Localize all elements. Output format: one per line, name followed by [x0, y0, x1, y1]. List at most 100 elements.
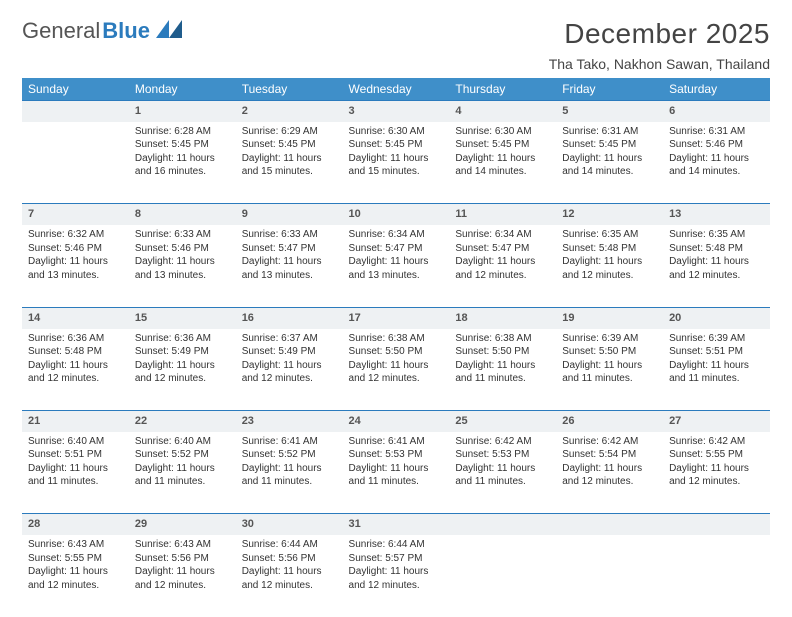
- weekday-header: Friday: [556, 78, 663, 101]
- sunset-line: Sunset: 5:46 PM: [669, 138, 764, 152]
- day-cell: Sunrise: 6:44 AMSunset: 5:57 PMDaylight:…: [343, 535, 450, 617]
- daylight-line: Daylight: 11 hours and 13 minutes.: [28, 255, 123, 282]
- day-number: 17: [343, 307, 450, 328]
- day-number: 21: [22, 411, 129, 432]
- day-cell: Sunrise: 6:39 AMSunset: 5:50 PMDaylight:…: [556, 329, 663, 411]
- sunset-line: Sunset: 5:56 PM: [242, 552, 337, 566]
- daylight-line: Daylight: 11 hours and 12 minutes.: [349, 359, 444, 386]
- sunset-line: Sunset: 5:57 PM: [349, 552, 444, 566]
- daylight-line: Daylight: 11 hours and 15 minutes.: [242, 152, 337, 179]
- day-cell: Sunrise: 6:43 AMSunset: 5:56 PMDaylight:…: [129, 535, 236, 617]
- weekday-header: Tuesday: [236, 78, 343, 101]
- daylight-line: Daylight: 11 hours and 11 minutes.: [562, 359, 657, 386]
- sunrise-line: Sunrise: 6:41 AM: [242, 435, 337, 449]
- daylight-line: Daylight: 11 hours and 13 minutes.: [242, 255, 337, 282]
- day-number: 31: [343, 514, 450, 535]
- location-label: Tha Tako, Nakhon Sawan, Thailand: [549, 56, 770, 72]
- sunset-line: Sunset: 5:47 PM: [455, 242, 550, 256]
- sunset-line: Sunset: 5:45 PM: [242, 138, 337, 152]
- day-cell: Sunrise: 6:39 AMSunset: 5:51 PMDaylight:…: [663, 329, 770, 411]
- day-cell: [556, 535, 663, 617]
- sunset-line: Sunset: 5:51 PM: [669, 345, 764, 359]
- day-number: 28: [22, 514, 129, 535]
- daylight-line: Daylight: 11 hours and 14 minutes.: [562, 152, 657, 179]
- day-cell: Sunrise: 6:42 AMSunset: 5:54 PMDaylight:…: [556, 432, 663, 514]
- sunrise-line: Sunrise: 6:44 AM: [349, 538, 444, 552]
- daylight-line: Daylight: 11 hours and 13 minutes.: [135, 255, 230, 282]
- daynum-row: 123456: [22, 101, 770, 122]
- day-number: [556, 514, 663, 535]
- sunset-line: Sunset: 5:45 PM: [562, 138, 657, 152]
- daylight-line: Daylight: 11 hours and 13 minutes.: [349, 255, 444, 282]
- day-cell: Sunrise: 6:33 AMSunset: 5:46 PMDaylight:…: [129, 225, 236, 307]
- calendar-grid: SundayMondayTuesdayWednesdayThursdayFrid…: [22, 78, 770, 617]
- topbar: GeneralBlue December 2025 Tha Tako, Nakh…: [22, 18, 770, 72]
- weekday-header: Monday: [129, 78, 236, 101]
- sunrise-line: Sunrise: 6:42 AM: [455, 435, 550, 449]
- day-cell: Sunrise: 6:40 AMSunset: 5:52 PMDaylight:…: [129, 432, 236, 514]
- day-number: 5: [556, 101, 663, 122]
- day-number: 26: [556, 411, 663, 432]
- day-number: 24: [343, 411, 450, 432]
- sunrise-line: Sunrise: 6:28 AM: [135, 125, 230, 139]
- day-number: 29: [129, 514, 236, 535]
- day-cell: Sunrise: 6:30 AMSunset: 5:45 PMDaylight:…: [343, 122, 450, 204]
- sunset-line: Sunset: 5:53 PM: [455, 448, 550, 462]
- sunset-line: Sunset: 5:46 PM: [135, 242, 230, 256]
- sunrise-line: Sunrise: 6:30 AM: [349, 125, 444, 139]
- weekday-header: Thursday: [449, 78, 556, 101]
- sunrise-line: Sunrise: 6:31 AM: [562, 125, 657, 139]
- daylight-line: Daylight: 11 hours and 12 minutes.: [455, 255, 550, 282]
- day-cell: Sunrise: 6:34 AMSunset: 5:47 PMDaylight:…: [343, 225, 450, 307]
- sunset-line: Sunset: 5:52 PM: [135, 448, 230, 462]
- daylight-line: Daylight: 11 hours and 11 minutes.: [669, 359, 764, 386]
- day-cell: Sunrise: 6:42 AMSunset: 5:53 PMDaylight:…: [449, 432, 556, 514]
- sunrise-line: Sunrise: 6:33 AM: [135, 228, 230, 242]
- sunset-line: Sunset: 5:49 PM: [242, 345, 337, 359]
- day-cell: Sunrise: 6:32 AMSunset: 5:46 PMDaylight:…: [22, 225, 129, 307]
- sunset-line: Sunset: 5:55 PM: [669, 448, 764, 462]
- day-number: 25: [449, 411, 556, 432]
- day-number: 10: [343, 204, 450, 225]
- sunrise-line: Sunrise: 6:38 AM: [349, 332, 444, 346]
- day-cell: Sunrise: 6:38 AMSunset: 5:50 PMDaylight:…: [449, 329, 556, 411]
- day-number: 4: [449, 101, 556, 122]
- day-number: 15: [129, 307, 236, 328]
- day-cell: [449, 535, 556, 617]
- day-number: 18: [449, 307, 556, 328]
- day-number: 1: [129, 101, 236, 122]
- day-cell: Sunrise: 6:41 AMSunset: 5:53 PMDaylight:…: [343, 432, 450, 514]
- daylight-line: Daylight: 11 hours and 12 minutes.: [242, 565, 337, 592]
- sunrise-line: Sunrise: 6:29 AM: [242, 125, 337, 139]
- day-cell: Sunrise: 6:33 AMSunset: 5:47 PMDaylight:…: [236, 225, 343, 307]
- daylight-line: Daylight: 11 hours and 12 minutes.: [562, 462, 657, 489]
- sunrise-line: Sunrise: 6:43 AM: [28, 538, 123, 552]
- sunrise-line: Sunrise: 6:34 AM: [349, 228, 444, 242]
- day-cell: Sunrise: 6:40 AMSunset: 5:51 PMDaylight:…: [22, 432, 129, 514]
- month-title: December 2025: [549, 18, 770, 50]
- daylight-line: Daylight: 11 hours and 14 minutes.: [669, 152, 764, 179]
- sunrise-line: Sunrise: 6:31 AM: [669, 125, 764, 139]
- content-row: Sunrise: 6:36 AMSunset: 5:48 PMDaylight:…: [22, 329, 770, 411]
- content-row: Sunrise: 6:28 AMSunset: 5:45 PMDaylight:…: [22, 122, 770, 204]
- sunset-line: Sunset: 5:54 PM: [562, 448, 657, 462]
- daynum-row: 78910111213: [22, 204, 770, 225]
- daynum-row: 21222324252627: [22, 411, 770, 432]
- day-number: 19: [556, 307, 663, 328]
- day-number: [663, 514, 770, 535]
- day-cell: Sunrise: 6:38 AMSunset: 5:50 PMDaylight:…: [343, 329, 450, 411]
- daylight-line: Daylight: 11 hours and 11 minutes.: [242, 462, 337, 489]
- day-cell: Sunrise: 6:43 AMSunset: 5:55 PMDaylight:…: [22, 535, 129, 617]
- sunrise-line: Sunrise: 6:41 AM: [349, 435, 444, 449]
- sunset-line: Sunset: 5:49 PM: [135, 345, 230, 359]
- brand-logo: GeneralBlue: [22, 18, 182, 44]
- sunset-line: Sunset: 5:46 PM: [28, 242, 123, 256]
- day-number: 2: [236, 101, 343, 122]
- sunset-line: Sunset: 5:52 PM: [242, 448, 337, 462]
- weekday-header: Wednesday: [343, 78, 450, 101]
- day-number: [22, 101, 129, 122]
- day-cell: Sunrise: 6:29 AMSunset: 5:45 PMDaylight:…: [236, 122, 343, 204]
- day-cell: Sunrise: 6:37 AMSunset: 5:49 PMDaylight:…: [236, 329, 343, 411]
- sunset-line: Sunset: 5:56 PM: [135, 552, 230, 566]
- sunrise-line: Sunrise: 6:42 AM: [562, 435, 657, 449]
